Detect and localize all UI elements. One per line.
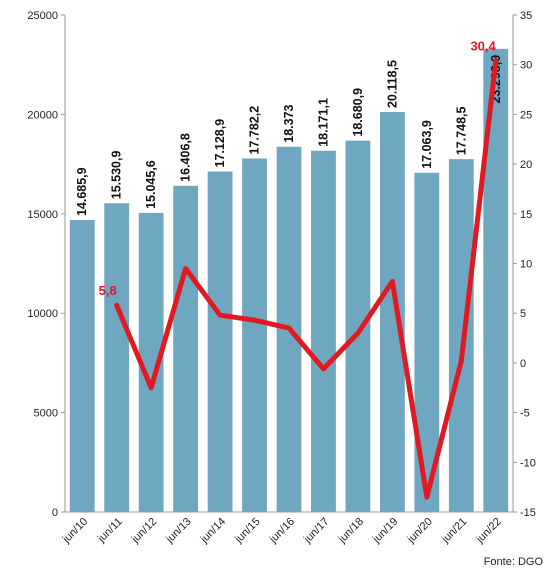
bar-data-labels: 14.685,9 15.530,9 15.045,6 16.406,8 17.128,9… (75, 55, 503, 216)
left-tick-label: 20000 (27, 109, 58, 121)
x-tick-label: jun/19 (370, 516, 400, 546)
bar (379, 112, 405, 512)
x-tick-label: jun/18 (336, 516, 366, 546)
bar-data-label: 17.748,5 (454, 106, 468, 155)
bar-data-label: 15.045,6 (144, 160, 158, 209)
bar (69, 220, 95, 512)
line-path (114, 58, 499, 500)
left-tick-label: 5000 (34, 408, 58, 420)
left-tick-label: 0 (52, 507, 58, 519)
bar-data-label: 14.685,9 (75, 167, 89, 216)
bar-data-label: 16.406,8 (179, 133, 193, 182)
x-tick-label: jun/16 (267, 516, 297, 546)
right-tick-label: 25 (520, 109, 532, 121)
right-tick-label: 35 (520, 10, 532, 22)
line-data-label: 5,8 (99, 283, 117, 298)
right-tick-label: 30 (520, 60, 532, 72)
left-y-axis: 0 5000 10000 15000 20000 25000 (27, 10, 65, 519)
bar (207, 171, 233, 512)
bar (242, 158, 267, 512)
left-tick-label: 15000 (27, 209, 58, 221)
right-tick-label: -10 (520, 457, 536, 469)
bar-data-label: 20.118,5 (385, 60, 399, 108)
x-tick-label: jun/17 (301, 516, 331, 546)
bar (311, 150, 336, 512)
bar-data-label: 18.680,9 (351, 88, 365, 137)
bar-data-label: 18.373 (282, 104, 296, 142)
right-tick-label: -5 (520, 408, 530, 420)
right-y-axis: -15 -10 -5 0 5 10 15 20 25 30 35 (513, 10, 536, 519)
right-tick-label: -15 (520, 507, 536, 519)
bar-data-label: 17.128,9 (213, 119, 227, 168)
bar (104, 203, 130, 512)
bar (448, 159, 474, 512)
right-tick-label: 0 (520, 358, 526, 370)
x-tick-label: jun/15 (232, 516, 262, 546)
x-tick-label: jun/12 (129, 516, 159, 546)
bar-data-label: 18.171,1 (316, 98, 330, 147)
line-series: 5,8 30,4 (99, 39, 499, 500)
bar-data-label: 15.530,9 (110, 151, 124, 200)
x-tick-label: jun/21 (439, 516, 469, 546)
left-tick-label: 25000 (27, 10, 58, 22)
x-tick-label: jun/14 (198, 516, 228, 546)
right-tick-label: 15 (520, 209, 532, 221)
bar (173, 185, 199, 512)
x-axis: jun/10 jun/11 jun/12 jun/13 jun/14 jun/15 jun/… (60, 516, 504, 546)
x-tick-label: jun/22 (473, 516, 503, 546)
bar-series (69, 48, 509, 513)
bar-data-label: 17.782,2 (248, 106, 262, 155)
x-tick-label: jun/11 (95, 516, 125, 546)
left-tick-label: 10000 (27, 308, 58, 320)
bar (345, 140, 371, 512)
bar-data-label: 17.063,9 (420, 120, 434, 169)
x-tick-label: jun/13 (163, 516, 193, 546)
source-note: Fonte: DGO (483, 556, 543, 568)
line-data-label: 30,4 (470, 39, 496, 54)
x-tick-label: jun/20 (405, 516, 435, 546)
right-tick-label: 5 (520, 308, 526, 320)
x-tick-label: jun/10 (60, 516, 90, 546)
right-tick-label: 20 (520, 159, 532, 171)
right-tick-label: 10 (520, 259, 532, 271)
